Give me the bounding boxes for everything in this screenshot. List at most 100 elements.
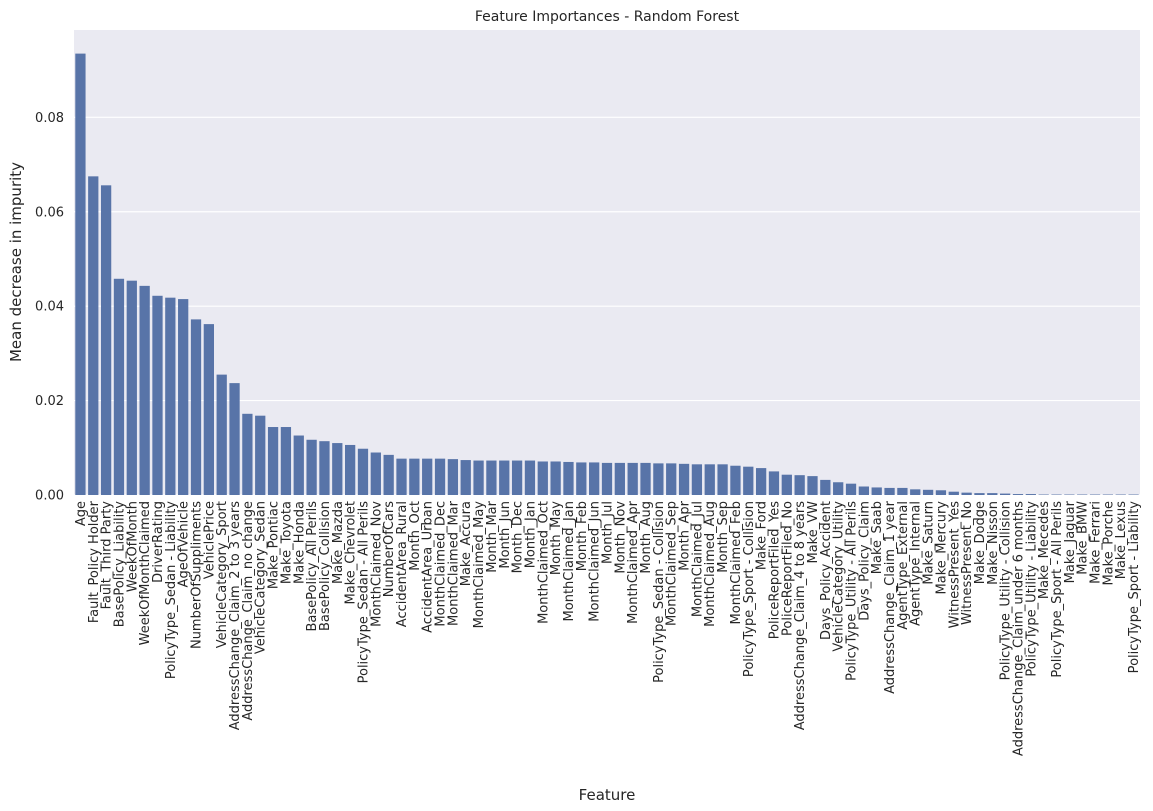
bar (178, 299, 189, 495)
x-tick-label: Make_Ford (755, 501, 770, 570)
bar (589, 462, 600, 495)
x-tick-label: AddressChange_Claim_4 to 8 years (793, 501, 808, 730)
bar (511, 460, 523, 495)
bar (717, 464, 728, 495)
bar (653, 463, 664, 495)
bar (267, 427, 279, 495)
bar (691, 464, 703, 495)
bar (781, 474, 792, 495)
y-tick-label: 0.06 (35, 205, 64, 220)
x-tick-label: MonthClaimed_Jan (562, 501, 577, 621)
bar (948, 491, 959, 495)
bar (987, 493, 998, 495)
x-tick-label: Make_Chevrolet (344, 501, 359, 604)
x-tick-label: Make_Nisson (986, 501, 1001, 585)
bar (370, 452, 381, 495)
bar (961, 492, 972, 495)
x-tick-label: Make_Saab (870, 501, 885, 574)
bar (306, 439, 317, 495)
bar (858, 486, 870, 495)
x-tick-label: BasePolicy_All Perils (305, 501, 320, 632)
x-tick-label: NumberOfSuppliments (190, 501, 205, 649)
bar (242, 413, 253, 495)
bar (974, 493, 985, 495)
bar (293, 435, 304, 495)
x-tick-label: WitnessPresent_Yes (947, 501, 962, 629)
bar (460, 460, 471, 495)
x-tick-label: Make_Mercury (934, 501, 949, 595)
x-tick-label: PolicyType_Sedan - Collision (652, 501, 667, 683)
bar (935, 490, 947, 495)
bar (473, 460, 484, 495)
x-tick-label: PolicyType_Sport - All Perils (1050, 501, 1065, 678)
bar (897, 487, 908, 495)
bars (75, 53, 1139, 495)
bar (319, 441, 330, 495)
bar (524, 460, 536, 495)
bar (730, 465, 741, 495)
x-tick-label: AgentType_External (896, 501, 911, 630)
x-tick-label: Fault_Third Party (100, 501, 115, 610)
bar (1000, 493, 1011, 495)
x-tick-label: Days_Policy_Accident (819, 501, 834, 640)
x-tick-label: Month_Jul (601, 501, 616, 564)
x-tick-label: BasePolicy_Collision (318, 501, 333, 631)
x-tick-label: MonthClaimed_Aug (703, 501, 718, 627)
bar (794, 475, 805, 495)
x-tick-label: PolicyType_Utility - All Perils (845, 501, 860, 681)
bar (601, 462, 613, 495)
x-tick-label: Month_Jan (523, 501, 538, 568)
x-tick-label: VehiclePrice (202, 501, 217, 579)
x-tick-label: PoliceReportFiled_No (780, 501, 795, 636)
x-tick-label: MonthClaimed_Oct (536, 501, 551, 624)
bar (550, 461, 561, 495)
x-tick-label: Month_May (549, 501, 564, 575)
bar (1025, 494, 1036, 495)
x-tick-label: BasePolicy_Liability (112, 501, 127, 628)
bar (75, 53, 86, 495)
x-tick-label: Month_Apr (678, 500, 693, 570)
bar (486, 460, 497, 495)
x-tick-label: NumberOfCars (382, 501, 397, 597)
bar (627, 462, 638, 495)
bar (845, 483, 857, 495)
y-tick-label: 0.04 (35, 300, 64, 315)
bar (280, 427, 292, 495)
x-tick-label: Make_Dodge (973, 501, 988, 584)
bar (768, 471, 780, 495)
x-tick-label: Make_Honda (292, 501, 307, 584)
y-axis: 0.00 0.02 0.04 0.06 0.08 (35, 111, 64, 504)
x-tick-label: AgentType_Internal (909, 501, 924, 626)
x-tick-label: Make_Saturn (922, 501, 937, 585)
x-tick-label: VehicleCategory_Sport (215, 501, 230, 648)
x-tick-label: MonthClaimed_May (472, 501, 487, 629)
y-tick-label: 0.00 (35, 489, 64, 504)
x-tick-label: AddressChange_Claim_2 to 3 years (228, 501, 243, 730)
x-tick-label: Make_Toyota (279, 501, 294, 584)
y-tick-label: 0.02 (35, 394, 64, 409)
x-axis-title: Feature (579, 786, 636, 804)
bar (344, 444, 356, 495)
bar (499, 460, 510, 495)
bar (614, 462, 625, 495)
x-tick-label: PolicyType_Sport - Liability (1127, 501, 1142, 674)
x-tick-label: Days_Policy_Claim (857, 501, 872, 621)
bar (383, 454, 394, 495)
bar (1012, 494, 1024, 495)
x-tick-label: MonthClaimed_Jun (588, 501, 603, 622)
x-tick-label: MonthClaimed_Feb (729, 501, 744, 624)
bar (165, 297, 176, 495)
x-tick-label: PolicyType_Utility - Collision (999, 501, 1014, 680)
bar (88, 176, 99, 495)
x-tick-label: Month_Feb (575, 501, 590, 571)
x-tick-label: MonthClaimed_Nov (369, 501, 384, 627)
bar (666, 463, 677, 495)
x-tick-label: Fault_Policy Holder (87, 500, 102, 623)
x-tick-label: Age (74, 501, 89, 526)
bar (807, 476, 818, 495)
bar (357, 448, 369, 495)
chart-title: Feature Importances - Random Forest (475, 9, 740, 25)
x-tick-label: Month_Aug (639, 501, 654, 574)
